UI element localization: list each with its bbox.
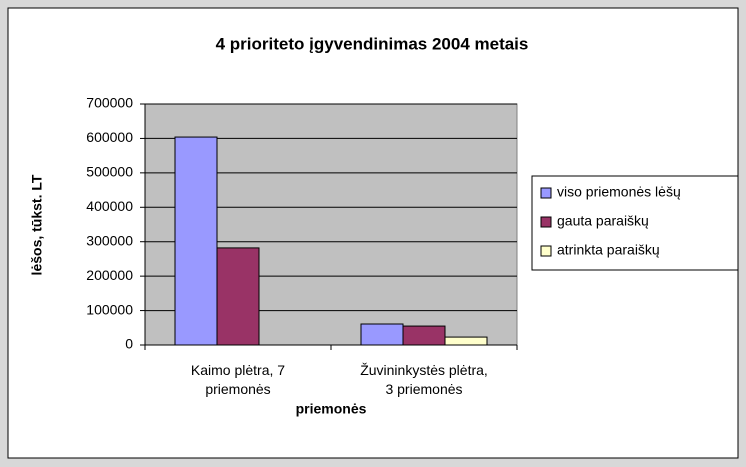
y-axis-label: lėšos, tūkst. LT — [29, 174, 45, 275]
legend-swatch — [540, 245, 552, 257]
legend-label: gauta paraiškų — [557, 213, 649, 229]
y-tick-label: 100000 — [86, 301, 133, 317]
legend — [531, 175, 739, 271]
bar — [360, 323, 404, 346]
y-tick-label: 500000 — [86, 164, 133, 180]
bar — [174, 136, 218, 346]
x-tick-label-box: Kaimo plėtra, 7 priemonės — [190, 362, 286, 397]
bar — [444, 336, 488, 346]
y-tick-label: 300000 — [86, 232, 133, 248]
y-tick-label: 400000 — [86, 198, 133, 214]
legend-swatch — [540, 187, 552, 199]
legend-swatch — [540, 216, 552, 228]
bar — [402, 325, 446, 346]
x-axis-label: priemonės — [296, 401, 367, 417]
legend-label: atrinkta paraiškų — [557, 242, 660, 258]
y-tick-label: 0 — [125, 336, 133, 352]
y-tick-label: 200000 — [86, 267, 133, 283]
x-tick-label: Žuvininkystės plėtra, 3 priemonės — [360, 362, 488, 397]
y-tick-label: 600000 — [86, 129, 133, 145]
x-tick-label-box: Žuvininkystės plėtra, 3 priemonės — [360, 362, 488, 397]
chart-title: 4 prioriteto įgyvendinimas 2004 metais — [216, 34, 529, 53]
legend-label: viso priemonės lėšų — [557, 184, 681, 200]
y-tick-label: 700000 — [86, 95, 133, 111]
bar — [216, 247, 260, 346]
x-tick-label: Kaimo plėtra, 7 priemonės — [190, 362, 286, 397]
